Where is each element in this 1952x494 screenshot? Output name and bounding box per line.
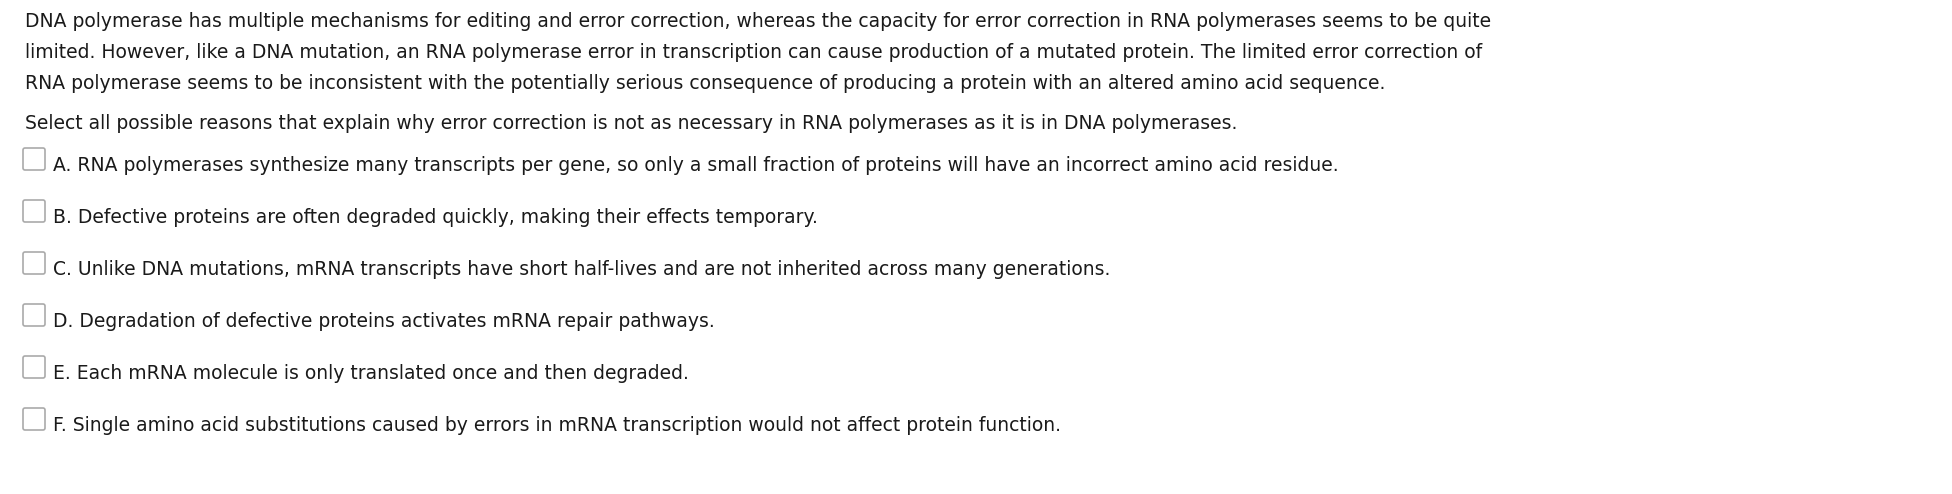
Text: B. Defective proteins are often degraded quickly, making their effects temporary: B. Defective proteins are often degraded… xyxy=(53,208,818,227)
Text: E. Each mRNA molecule is only translated once and then degraded.: E. Each mRNA molecule is only translated… xyxy=(53,364,689,383)
Text: F. Single amino acid substitutions caused by errors in mRNA transcription would : F. Single amino acid substitutions cause… xyxy=(53,416,1062,435)
Text: limited. However, like a DNA mutation, an RNA polymerase error in transcription : limited. However, like a DNA mutation, a… xyxy=(25,43,1482,62)
Text: C. Unlike DNA mutations, mRNA transcripts have short half-lives and are not inhe: C. Unlike DNA mutations, mRNA transcript… xyxy=(53,260,1111,279)
Text: Select all possible reasons that explain why error correction is not as necessar: Select all possible reasons that explain… xyxy=(25,114,1238,133)
FancyBboxPatch shape xyxy=(23,200,45,222)
Text: DNA polymerase has multiple mechanisms for editing and error correction, whereas: DNA polymerase has multiple mechanisms f… xyxy=(25,12,1491,31)
FancyBboxPatch shape xyxy=(23,148,45,170)
FancyBboxPatch shape xyxy=(23,408,45,430)
Text: RNA polymerase seems to be inconsistent with the potentially serious consequence: RNA polymerase seems to be inconsistent … xyxy=(25,74,1386,93)
FancyBboxPatch shape xyxy=(23,252,45,274)
Text: D. Degradation of defective proteins activates mRNA repair pathways.: D. Degradation of defective proteins act… xyxy=(53,312,714,331)
Text: A. RNA polymerases synthesize many transcripts per gene, so only a small fractio: A. RNA polymerases synthesize many trans… xyxy=(53,156,1339,175)
FancyBboxPatch shape xyxy=(23,356,45,378)
FancyBboxPatch shape xyxy=(23,304,45,326)
